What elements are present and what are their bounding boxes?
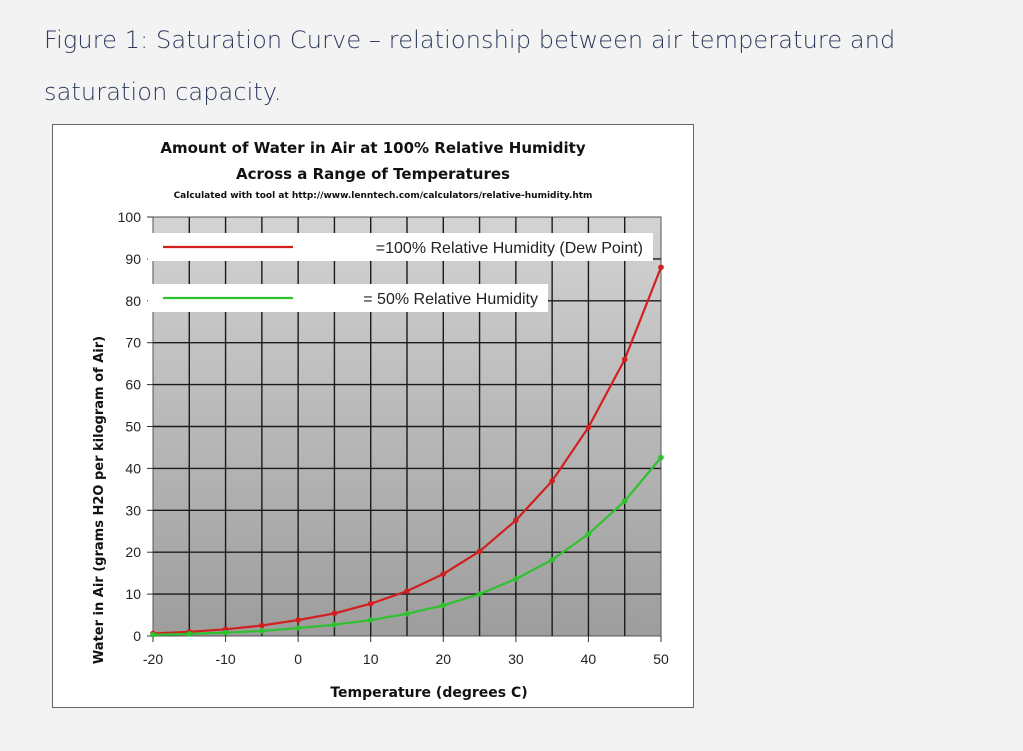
x-tick-label: -20 [143,651,163,667]
chart-title: Amount of Water in Air at 100% Relative … [160,139,585,157]
y-tick-label: 0 [133,628,141,644]
data-point-100-percent [585,424,592,431]
data-point-100-percent [367,600,374,607]
x-axis-label: Temperature (degrees C) [330,685,527,701]
y-tick-label: 10 [125,586,141,602]
data-point-50-percent [259,628,265,634]
y-tick-label: 40 [125,460,141,476]
x-tick-label: 0 [294,651,302,667]
data-point-100-percent [440,571,447,577]
data-point-100-percent [621,356,628,363]
data-point-100-percent [549,478,555,484]
data-point-50-percent [404,610,410,617]
data-point-100-percent [259,622,265,629]
data-point-50-percent [367,617,374,623]
data-point-50-percent [585,531,592,537]
data-point-50-percent [658,454,664,461]
data-point-100-percent [513,517,519,524]
data-point-50-percent [186,631,193,637]
chart-subtitle: Across a Range of Temperatures [236,165,510,183]
x-tick-label: 30 [508,651,524,667]
x-tick-label: 20 [435,651,451,667]
data-point-50-percent [476,591,483,597]
x-tick-label: 10 [363,651,379,667]
data-point-100-percent [658,264,664,271]
data-point-50-percent [150,631,156,638]
data-point-100-percent [404,588,410,594]
y-tick-label: 60 [125,377,141,393]
legend-label: = 50% Relative Humidity [363,291,538,308]
y-tick-label: 90 [125,251,141,267]
data-point-100-percent [295,617,301,623]
y-tick-label: 30 [125,502,141,518]
data-point-50-percent [222,629,229,636]
y-axis-label: Water in Air (grams H2O per kilogram of … [92,336,107,664]
data-point-50-percent [513,576,519,582]
tick-layer: 0 10 20 30 40 50 60 70 80 90 100 -20 -10 0 10 20 30 40 50 [118,209,669,667]
data-point-50-percent [331,621,338,628]
data-point-100-percent [476,548,483,555]
x-tick-label: 40 [581,651,597,667]
y-tick-label: 70 [125,335,141,351]
y-tick-label: 20 [125,544,141,560]
data-point-50-percent [295,625,301,631]
x-tick-label: 50 [653,651,669,667]
legend-label: =100% Relative Humidity (Dew Point) [376,240,643,257]
legend: =100% Relative Humidity (Dew Point) = 50%… [148,233,653,312]
y-tick-label: 50 [125,419,141,435]
saturation-curve-chart: Amount of Water in Air at 100% Relative … [92,139,669,701]
data-point-50-percent [440,602,447,609]
data-point-50-percent [621,498,628,504]
figure-caption: Figure 1: Saturation Curve – relationshi… [44,26,896,106]
y-tick-label: 80 [125,293,141,309]
chart-frame: Amount of Water in Air at 100% Relative … [52,124,694,708]
x-tick-label: -10 [215,651,235,667]
y-tick-label: 100 [118,209,142,225]
data-point-50-percent [549,556,555,563]
series-layer [150,264,664,638]
chart-source-note: Calculated with tool at http://www.lennt… [174,191,593,201]
data-point-100-percent [331,610,338,617]
